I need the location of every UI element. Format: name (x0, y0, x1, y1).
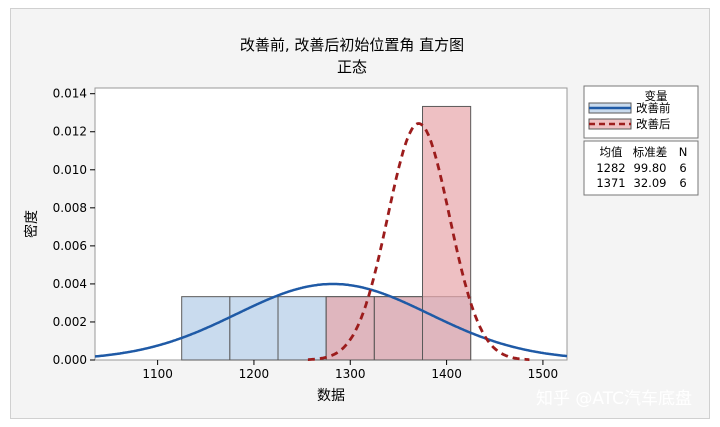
y-tick-label: 0.004 (53, 277, 87, 291)
x-tick-label: 1300 (335, 367, 366, 381)
before-bar-3 (277, 296, 327, 361)
y-tick-label: 0.014 (53, 87, 87, 101)
after-bar-1 (325, 296, 375, 361)
y-tick-label: 0.002 (53, 315, 87, 329)
stats-header: 标准差 (633, 145, 668, 159)
x-tick-label: 1200 (239, 367, 270, 381)
y-tick-label: 0.000 (53, 353, 87, 367)
stats-cell: 1282 (596, 161, 625, 175)
stats-header: N (679, 145, 688, 159)
stats-cell: 6 (679, 176, 686, 190)
y-tick-label: 0.008 (53, 201, 87, 215)
y-tick-label: 0.012 (53, 125, 87, 139)
chart-subtitle: 正态 (337, 58, 367, 76)
legend-label-before: 改善前 (636, 101, 671, 115)
watermark-text: 知乎 @ATC汽车底盘 (536, 389, 692, 409)
legend-label-after: 改善后 (636, 117, 671, 131)
stats-cell: 1371 (596, 176, 625, 190)
stats-cell: 32.09 (634, 176, 667, 190)
x-tick-label: 1500 (528, 367, 559, 381)
y-tick-label: 0.010 (53, 163, 87, 177)
y-axis-label: 密度 (23, 210, 40, 238)
chart-title: 改善前, 改善后初始位置角 直方图 (240, 36, 464, 54)
stats-cell: 99.80 (634, 161, 667, 175)
stats-table-box (583, 140, 699, 196)
x-axis-label: 数据 (317, 388, 345, 404)
x-tick-label: 1100 (142, 367, 173, 381)
y-tick-label: 0.006 (53, 239, 87, 253)
legend-title: 变量 (645, 89, 668, 103)
stats-header: 均值 (600, 145, 623, 159)
x-tick-label: 1400 (431, 367, 462, 381)
stats-cell: 6 (679, 161, 686, 175)
after-normal-curve (307, 122, 530, 361)
